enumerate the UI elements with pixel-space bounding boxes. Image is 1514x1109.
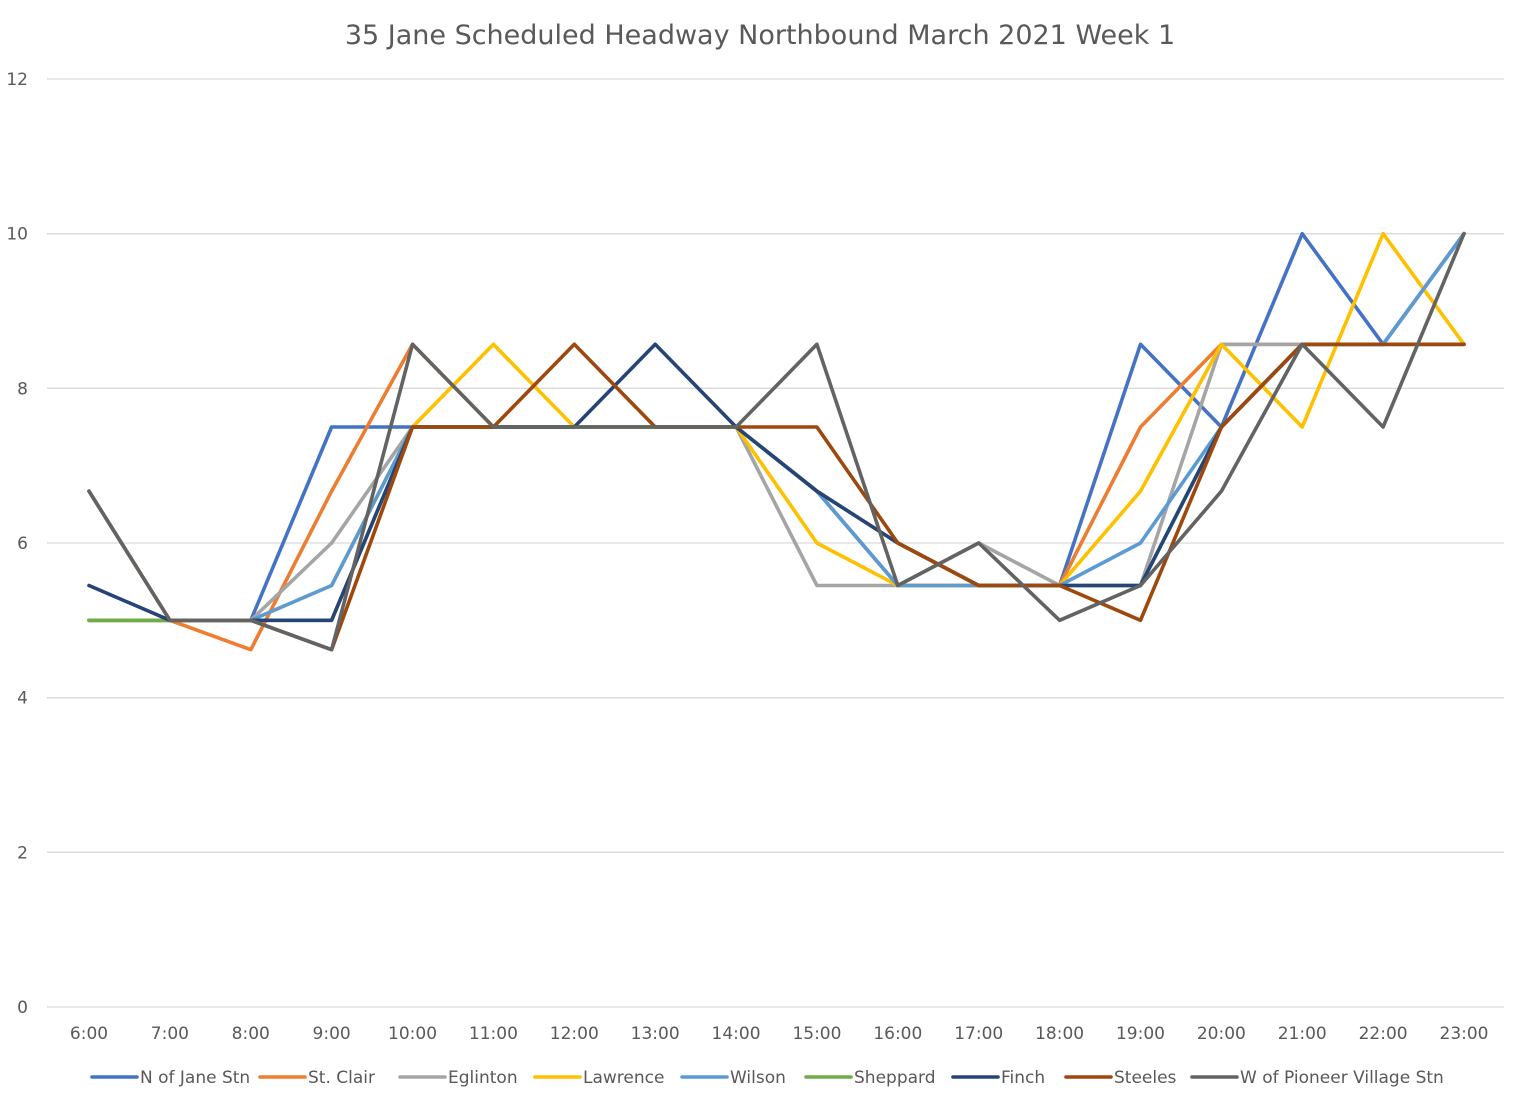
y-tick-label: 4 bbox=[17, 689, 28, 709]
x-tick-label: 12:00 bbox=[550, 1024, 599, 1044]
x-tick-label: 15:00 bbox=[792, 1024, 841, 1044]
legend-label: N of Jane Stn bbox=[140, 1068, 250, 1088]
x-tick-label: 7:00 bbox=[151, 1024, 189, 1044]
legend: N of Jane Stn St. Clair Eglinton Lawrence Wi… bbox=[90, 1068, 1444, 1088]
x-axis-ticks: 6:00 7:00 8:00 9:00 10:00 11:00 12:00 13:00 14:0… bbox=[70, 1024, 1489, 1044]
legend-item: Eglinton bbox=[398, 1068, 518, 1088]
legend-label: St. Clair bbox=[308, 1068, 375, 1088]
series-line-eglinton bbox=[87, 231, 1466, 623]
series-line-w-of-pioneer-village-stn bbox=[87, 231, 1466, 652]
legend-label: Sheppard bbox=[854, 1068, 936, 1088]
legend-item: Lawrence bbox=[533, 1068, 664, 1088]
x-tick-label: 19:00 bbox=[1116, 1024, 1165, 1044]
legend-label: Eglinton bbox=[448, 1068, 518, 1088]
chart-title: 35 Jane Scheduled Headway Northbound Mar… bbox=[345, 20, 1175, 51]
legend-item: St. Clair bbox=[258, 1068, 375, 1088]
x-tick-label: 22:00 bbox=[1359, 1024, 1408, 1044]
x-tick-label: 16:00 bbox=[873, 1024, 922, 1044]
x-tick-label: 18:00 bbox=[1035, 1024, 1084, 1044]
legend-item: Sheppard bbox=[804, 1068, 936, 1088]
x-tick-label: 8:00 bbox=[232, 1024, 270, 1044]
legend-item: Wilson bbox=[680, 1068, 786, 1088]
x-tick-label: 21:00 bbox=[1278, 1024, 1327, 1044]
y-tick-label: 0 bbox=[17, 998, 28, 1018]
legend-item: Steeles bbox=[1064, 1068, 1177, 1088]
x-tick-label: 6:00 bbox=[70, 1024, 108, 1044]
legend-label: W of Pioneer Village Stn bbox=[1240, 1068, 1444, 1088]
x-tick-label: 13:00 bbox=[631, 1024, 680, 1044]
x-tick-label: 17:00 bbox=[954, 1024, 1003, 1044]
legend-label: Steeles bbox=[1114, 1068, 1177, 1088]
y-tick-label: 6 bbox=[17, 534, 28, 554]
x-tick-label: 10:00 bbox=[388, 1024, 437, 1044]
x-tick-label: 9:00 bbox=[313, 1024, 351, 1044]
legend-item: W of Pioneer Village Stn bbox=[1190, 1068, 1444, 1088]
legend-label: Finch bbox=[1001, 1068, 1045, 1088]
series-line-st-clair bbox=[87, 231, 1466, 652]
legend-item: Finch bbox=[951, 1068, 1045, 1088]
series-lines bbox=[87, 231, 1466, 652]
x-tick-label: 20:00 bbox=[1197, 1024, 1246, 1044]
series-line-steeles bbox=[87, 342, 1466, 652]
y-tick-label: 8 bbox=[17, 379, 28, 399]
y-tick-label: 12 bbox=[6, 70, 28, 90]
x-tick-label: 14:00 bbox=[712, 1024, 761, 1044]
y-tick-label: 2 bbox=[17, 843, 28, 863]
y-tick-label: 10 bbox=[6, 225, 28, 245]
y-axis-ticks: 0 2 4 6 8 10 12 bbox=[6, 70, 28, 1018]
gridlines bbox=[47, 78, 1504, 1008]
x-tick-label: 11:00 bbox=[469, 1024, 518, 1044]
legend-item: N of Jane Stn bbox=[90, 1068, 250, 1088]
x-tick-label: 23:00 bbox=[1440, 1024, 1489, 1044]
legend-label: Wilson bbox=[730, 1068, 786, 1088]
legend-label: Lawrence bbox=[583, 1068, 664, 1088]
